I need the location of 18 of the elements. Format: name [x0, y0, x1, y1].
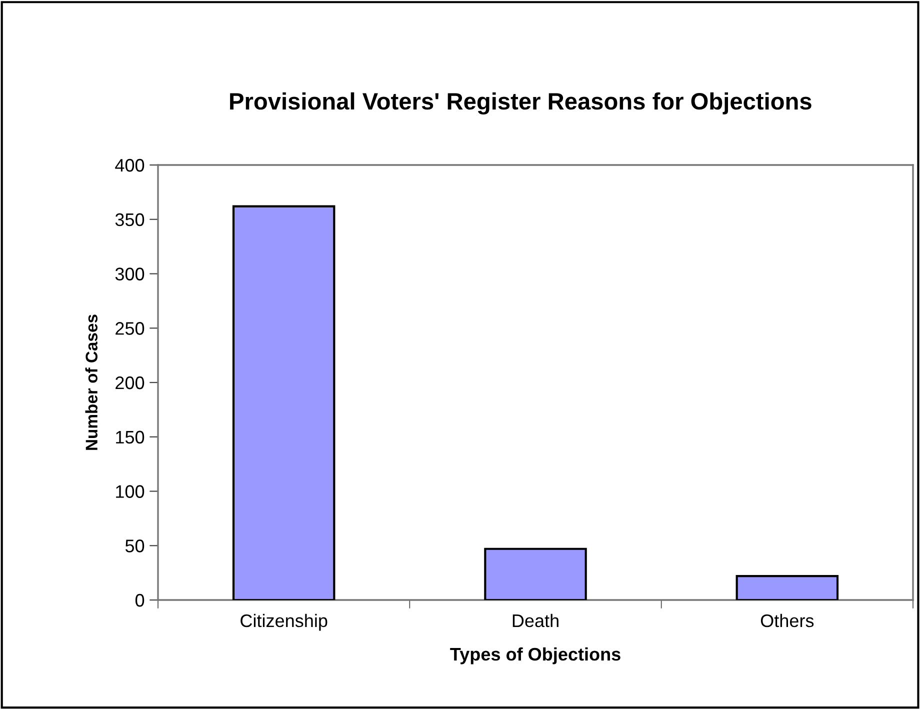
- y-tick-label: 200: [116, 376, 144, 390]
- y-tick-label: 250: [116, 322, 144, 335]
- chart-title: Provisional Voters' Register Reasons for Objections: [230, 92, 812, 114]
- x-axis-title: Types of Objections: [450, 647, 620, 664]
- y-tick-label: 350: [115, 213, 144, 226]
- x-tick-label: Citizenship: [240, 614, 328, 631]
- y-tick-label: 400: [115, 158, 144, 172]
- y-tick-label: 100: [116, 485, 144, 498]
- y-tick-label: 300: [115, 268, 144, 280]
- y-tick-label: 0: [135, 594, 144, 607]
- bar: [232, 205, 336, 600]
- x-tick-label: Death: [512, 614, 558, 628]
- bar: [484, 548, 587, 600]
- bar: [736, 575, 839, 600]
- y-axis-title: Number of Cases: [85, 314, 98, 450]
- x-tick-label: Others: [760, 614, 814, 628]
- y-tick-label: 50: [125, 540, 144, 552]
- y-tick-label: 150: [116, 430, 144, 444]
